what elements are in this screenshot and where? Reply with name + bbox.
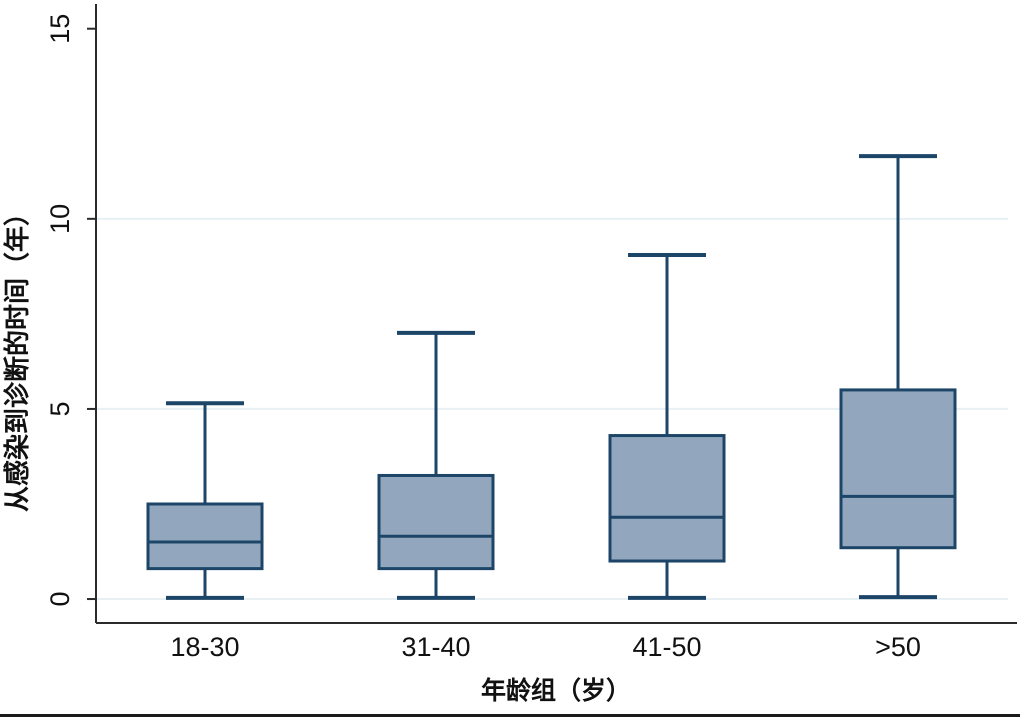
bottom-rule [0, 714, 1020, 717]
iqr-box [608, 434, 726, 563]
iqr-box [377, 473, 495, 571]
box-group-18-30 [146, 401, 264, 600]
x-category-label: 31-40 [401, 632, 470, 662]
x-category-label: >50 [875, 632, 921, 662]
box-group->50 [839, 154, 957, 600]
y-tick-label: 15 [45, 14, 75, 44]
iqr-box [146, 502, 264, 571]
y-tick-label: 0 [45, 592, 75, 607]
iqr-box [839, 388, 957, 550]
x-category-label: 18-30 [170, 632, 239, 662]
x-category-label: 41-50 [632, 632, 701, 662]
x-axis-title: 年龄组（岁） [481, 676, 631, 705]
y-tick-label: 5 [45, 401, 75, 416]
y-axis-title: 从感染到诊断的时间（年） [2, 200, 32, 512]
y-tick-label: 10 [45, 204, 75, 234]
box-group-41-50 [608, 252, 726, 600]
box-group-31-40 [377, 330, 495, 600]
